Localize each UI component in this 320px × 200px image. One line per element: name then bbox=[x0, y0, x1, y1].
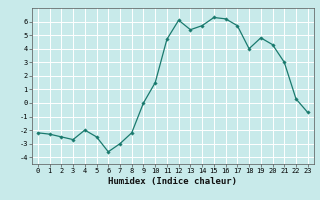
X-axis label: Humidex (Indice chaleur): Humidex (Indice chaleur) bbox=[108, 177, 237, 186]
